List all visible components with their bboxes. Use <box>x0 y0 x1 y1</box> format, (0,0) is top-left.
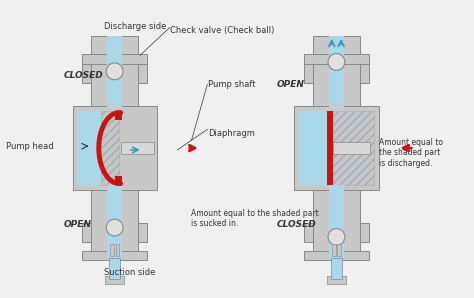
FancyBboxPatch shape <box>107 185 122 195</box>
FancyBboxPatch shape <box>82 64 91 83</box>
FancyBboxPatch shape <box>329 185 344 195</box>
FancyBboxPatch shape <box>121 142 154 154</box>
FancyBboxPatch shape <box>138 64 147 83</box>
Text: OPEN: OPEN <box>63 220 91 229</box>
FancyBboxPatch shape <box>304 64 313 83</box>
FancyBboxPatch shape <box>299 111 327 185</box>
Circle shape <box>328 229 345 245</box>
Text: CLOSED: CLOSED <box>276 220 316 229</box>
Text: Pump head: Pump head <box>6 142 54 151</box>
FancyBboxPatch shape <box>73 106 157 190</box>
Text: Check valve (Check ball): Check valve (Check ball) <box>170 27 274 35</box>
FancyBboxPatch shape <box>332 244 336 256</box>
FancyBboxPatch shape <box>116 244 119 256</box>
FancyBboxPatch shape <box>110 244 114 256</box>
FancyBboxPatch shape <box>329 190 344 258</box>
FancyBboxPatch shape <box>313 190 360 260</box>
FancyBboxPatch shape <box>82 55 147 64</box>
FancyBboxPatch shape <box>294 106 379 190</box>
FancyBboxPatch shape <box>115 176 122 185</box>
FancyBboxPatch shape <box>304 55 369 64</box>
Text: Diaphragm: Diaphragm <box>208 129 255 138</box>
FancyBboxPatch shape <box>82 251 147 260</box>
FancyBboxPatch shape <box>329 36 344 104</box>
Circle shape <box>106 63 123 80</box>
FancyBboxPatch shape <box>109 258 120 279</box>
Circle shape <box>328 54 345 70</box>
FancyBboxPatch shape <box>327 111 333 185</box>
FancyBboxPatch shape <box>105 276 124 284</box>
FancyBboxPatch shape <box>107 106 122 108</box>
FancyBboxPatch shape <box>91 190 138 260</box>
FancyBboxPatch shape <box>304 251 369 260</box>
FancyBboxPatch shape <box>313 36 360 106</box>
Text: OPEN: OPEN <box>276 80 304 89</box>
Circle shape <box>106 219 123 236</box>
FancyBboxPatch shape <box>77 111 119 185</box>
FancyBboxPatch shape <box>327 276 346 284</box>
FancyBboxPatch shape <box>82 223 91 242</box>
FancyBboxPatch shape <box>304 223 313 242</box>
FancyBboxPatch shape <box>329 106 344 108</box>
FancyBboxPatch shape <box>327 111 374 185</box>
Text: Suction side: Suction side <box>104 268 156 277</box>
Text: Amount equal to the shaded part
is sucked in.: Amount equal to the shaded part is sucke… <box>191 209 319 228</box>
FancyBboxPatch shape <box>337 244 341 256</box>
FancyBboxPatch shape <box>360 223 369 242</box>
FancyBboxPatch shape <box>115 111 122 120</box>
Text: Discharge side: Discharge side <box>104 22 167 31</box>
Text: Amount equal to
the shaded part
is discharged.: Amount equal to the shaded part is disch… <box>379 138 443 168</box>
FancyBboxPatch shape <box>138 223 147 242</box>
FancyBboxPatch shape <box>100 111 119 185</box>
FancyBboxPatch shape <box>331 258 342 279</box>
FancyBboxPatch shape <box>91 36 138 106</box>
FancyBboxPatch shape <box>360 64 369 83</box>
Text: CLOSED: CLOSED <box>63 71 103 80</box>
FancyBboxPatch shape <box>333 142 370 154</box>
FancyBboxPatch shape <box>107 36 122 104</box>
Text: Pump shaft: Pump shaft <box>208 80 256 89</box>
FancyBboxPatch shape <box>107 190 122 258</box>
